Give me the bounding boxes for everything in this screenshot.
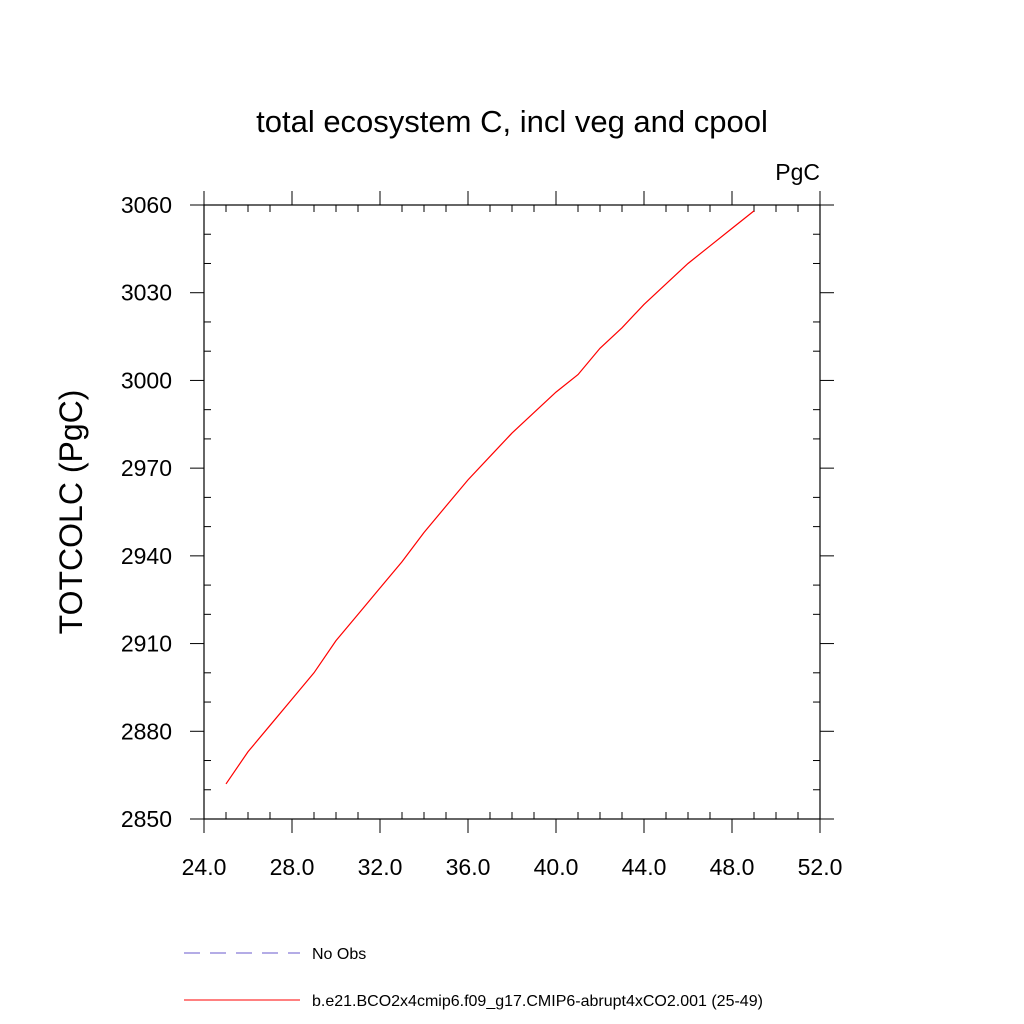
y-tick-label: 3030 [121,280,172,306]
x-tick-label: 40.0 [534,854,579,880]
x-tick-label: 28.0 [270,854,315,880]
tick-labels-layer: 24.0 28.0 32.0 36.0 40.0 44.0 48.0 52.0 2850 2880… [121,192,843,880]
chart-title: total ecosystem C, incl veg and cpool [256,104,768,139]
y-tick-label: 2880 [121,718,172,744]
series-line [225,210,755,785]
x-tick-label: 36.0 [446,854,491,880]
x-tick-label: 24.0 [182,854,227,880]
legend-label: No Obs [312,946,366,963]
x-tick-label: 52.0 [798,854,843,880]
y-tick-label: 2850 [121,806,172,832]
y-tick-label: 2910 [121,631,172,657]
y-axis-label: TOTCOLC (PgC) [53,390,89,635]
y-tick-label: 2970 [121,455,172,481]
y-tick-label: 3000 [121,367,172,393]
x-tick-label: 44.0 [622,854,667,880]
series-layer [225,210,755,785]
plot-frame [203,204,821,820]
legend-label: b.e21.BCO2x4cmip6.f09_g17.CMIP6-abrupt4x… [312,993,763,1010]
y-tick-label: 2940 [121,543,172,569]
ticks-layer [190,191,834,833]
x-tick-label: 32.0 [358,854,403,880]
x-tick-label: 48.0 [710,854,755,880]
legend: No Obs b.e21.BCO2x4cmip6.f09_g17.CMIP6-ab… [184,946,763,1010]
units-label: PgC [775,159,820,185]
y-tick-label: 3060 [121,192,172,218]
